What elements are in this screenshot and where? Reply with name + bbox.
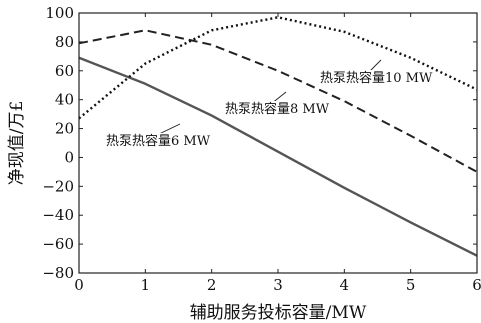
series-layer bbox=[78, 16, 478, 257]
annotation-background bbox=[319, 70, 434, 86]
series-line-2 bbox=[78, 16, 478, 120]
ticks-layer bbox=[78, 12, 478, 274]
series-annotation: 热泵热容量10 MW bbox=[320, 70, 433, 86]
series-annotation: 热泵热容量6 MW bbox=[106, 133, 211, 149]
y-tick-label: 80 bbox=[55, 33, 74, 51]
annotation-background bbox=[224, 101, 331, 117]
y-tick-label: −80 bbox=[42, 264, 74, 282]
x-tick-label: 4 bbox=[340, 276, 350, 294]
x-tick-label: 1 bbox=[141, 276, 151, 294]
tick-labels-layer: 0 1 2 3 4 5 6 −80 −60 −40 −20 0 20 40 60 80 100 bbox=[42, 4, 481, 294]
y-tick-label: −40 bbox=[42, 206, 74, 224]
annotation-background bbox=[105, 133, 212, 149]
y-tick-label: 0 bbox=[64, 148, 74, 166]
y-tick-label: −60 bbox=[42, 235, 74, 253]
y-tick-label: 20 bbox=[55, 120, 74, 138]
y-tick-label: 60 bbox=[55, 62, 74, 80]
y-tick-label: −20 bbox=[42, 177, 74, 195]
x-tick-label: 5 bbox=[406, 276, 416, 294]
annotations-layer: 热泵热容量10 MW 热泵热容量8 MW 热泵热容量6 MW bbox=[105, 59, 434, 149]
x-axis-label: 辅助服务投标容量/MW bbox=[190, 303, 367, 323]
y-axis-label: 净现值/万£ bbox=[7, 101, 27, 186]
x-tick-label: 0 bbox=[74, 276, 84, 294]
series-line-1 bbox=[78, 29, 478, 173]
x-tick-label: 2 bbox=[207, 276, 217, 294]
series-line-0 bbox=[78, 56, 478, 257]
y-tick-label: 40 bbox=[55, 91, 74, 109]
series-annotation: 热泵热容量8 MW bbox=[225, 101, 330, 117]
x-tick-label: 3 bbox=[273, 276, 283, 294]
y-tick-label: 100 bbox=[45, 4, 74, 22]
x-tick-label: 6 bbox=[472, 276, 481, 294]
